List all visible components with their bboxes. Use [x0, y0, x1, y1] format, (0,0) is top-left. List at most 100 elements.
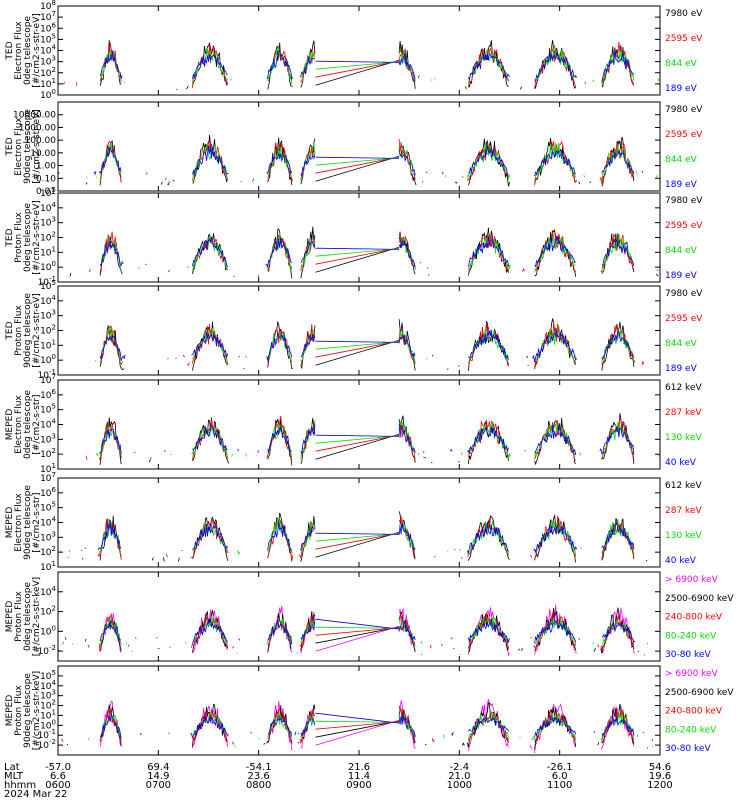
- ylabel-line: Electron Flux: [14, 21, 24, 80]
- ylabel-line: [#/cm2-s-str-eV]: [32, 109, 42, 184]
- legend-entry: 189 eV: [665, 180, 698, 190]
- panel-frame: [57, 665, 661, 756]
- legend-entry: 40 keV: [665, 458, 697, 468]
- legend-entry: 7980 eV: [665, 9, 703, 19]
- xtick-label-lat: -54.1: [246, 762, 272, 773]
- ytick-label: 101: [40, 560, 56, 573]
- xaxis-row-label-hhmm: hhmm: [4, 780, 36, 791]
- series-trace: [99, 232, 635, 272]
- legend-entry: 844 eV: [665, 155, 698, 165]
- series-trace: [88, 231, 659, 274]
- xtick-label-mlt: 14.9: [147, 771, 169, 782]
- xtick-label-mlt: 6.6: [50, 771, 66, 782]
- legend-entry: 30-80 keV: [665, 650, 711, 660]
- series-trace: [57, 145, 644, 177]
- ylabel-line: [#/cm2-s-str]: [32, 492, 42, 552]
- ylabel-line: 90deg telescope: [23, 673, 33, 748]
- legend-entry: 189 eV: [665, 84, 698, 94]
- series-trace: [87, 612, 635, 651]
- ylabel-line: Electron Flux: [14, 493, 24, 552]
- ylabel-line: Proton Flux: [14, 685, 24, 736]
- ytick-label: 100: [40, 260, 56, 273]
- legend-entry: 844 eV: [665, 59, 698, 69]
- ylabel-line: MEPED: [5, 409, 15, 441]
- xtick-label-lat: -2.4: [450, 762, 470, 773]
- legend-entry: 612 keV: [665, 383, 702, 393]
- panel-frame: [57, 5, 661, 96]
- ylabel-line: 90deg telescope: [23, 293, 33, 368]
- xtick-label-mlt: 21.0: [448, 771, 470, 782]
- ylabel-line: 0deg telescope: [23, 16, 33, 86]
- legend-entry: 7980 eV: [665, 289, 703, 299]
- ylabel-line: TED: [5, 137, 15, 156]
- ytick-label: 1.00: [36, 162, 56, 172]
- legend-entry: 287 keV: [665, 408, 702, 418]
- ytick-label: 101: [40, 338, 56, 351]
- ylabel-line: 90deg telescope: [23, 485, 33, 560]
- ytick-label: 100: [40, 353, 56, 366]
- ytick-label: 102: [40, 231, 56, 244]
- legend-entry: 2595 eV: [665, 221, 703, 231]
- series-trace: [99, 138, 635, 186]
- series-trace: [99, 712, 645, 739]
- xtick-label-hhmm: 0700: [146, 780, 171, 791]
- ytick-label: 100: [40, 624, 56, 637]
- ylabel-line: 0deg telescope: [23, 203, 33, 273]
- series-trace: [59, 420, 660, 460]
- panel-frame: [57, 571, 661, 662]
- ytick-label: 106: [40, 486, 56, 499]
- panel-frame: [57, 379, 661, 470]
- ytick-label: 104: [40, 516, 56, 529]
- ytick-label: 10.00: [30, 149, 56, 159]
- legend-entry: > 6900 keV: [665, 575, 719, 585]
- ylabel-line: TED: [5, 228, 15, 247]
- xaxis-date-label: 2024 Mar 22: [4, 789, 67, 800]
- series-trace: [64, 618, 636, 645]
- legend-entry: 130 keV: [665, 531, 702, 541]
- legend-entry: 80-240 keV: [665, 725, 717, 735]
- xtick-label-mlt: 6.0: [552, 771, 568, 782]
- panel-frame: [57, 285, 661, 376]
- legend-entry: 240-800 keV: [665, 613, 723, 623]
- ylabel-line: Proton Flux: [14, 212, 24, 263]
- legend-entry: 80-240 keV: [665, 631, 717, 641]
- ytick-label: 10000.00: [13, 111, 56, 121]
- series-trace: [99, 49, 635, 82]
- series-trace: [99, 413, 635, 466]
- xtick-label-lat: -57.0: [45, 762, 71, 773]
- legend-entry: 612 keV: [665, 481, 702, 491]
- legend-entry: > 6900 keV: [665, 669, 719, 679]
- xtick-label-hhmm: 0900: [346, 780, 371, 791]
- ytick-label: 105: [40, 501, 56, 514]
- series-trace: [59, 518, 635, 557]
- legend-entry: 240-800 keV: [665, 707, 723, 717]
- series-trace: [99, 45, 660, 85]
- ylabel-line: 90deg telescope: [23, 109, 33, 184]
- ylabel-line: MEPED: [5, 601, 15, 633]
- ylabel-line: [#/cm2-s-str-eV]: [32, 200, 42, 275]
- ytick-label: 1000.00: [19, 123, 56, 133]
- ytick-label: 103: [40, 216, 56, 229]
- ytick-label: 101: [40, 245, 56, 258]
- ylabel-line: MEPED: [5, 507, 15, 539]
- ytick-label: 104: [40, 585, 56, 598]
- xtick-label-hhmm: 0600: [45, 780, 70, 791]
- panel-frame: [57, 477, 661, 568]
- xtick-label-lat: 54.6: [649, 762, 671, 773]
- ytick-label: 102: [40, 447, 56, 460]
- ytick-label: 105: [40, 403, 56, 416]
- series-trace: [99, 710, 639, 741]
- ytick-label: 100.00: [25, 136, 57, 146]
- ylabel-line: 0deg telescope: [23, 390, 33, 460]
- ytick-label: 102: [40, 545, 56, 558]
- ylabel-line: [#/cm2-s-str]: [32, 394, 42, 454]
- legend-entry: 2595 eV: [665, 314, 703, 324]
- ylabel-line: MEPED: [5, 695, 15, 727]
